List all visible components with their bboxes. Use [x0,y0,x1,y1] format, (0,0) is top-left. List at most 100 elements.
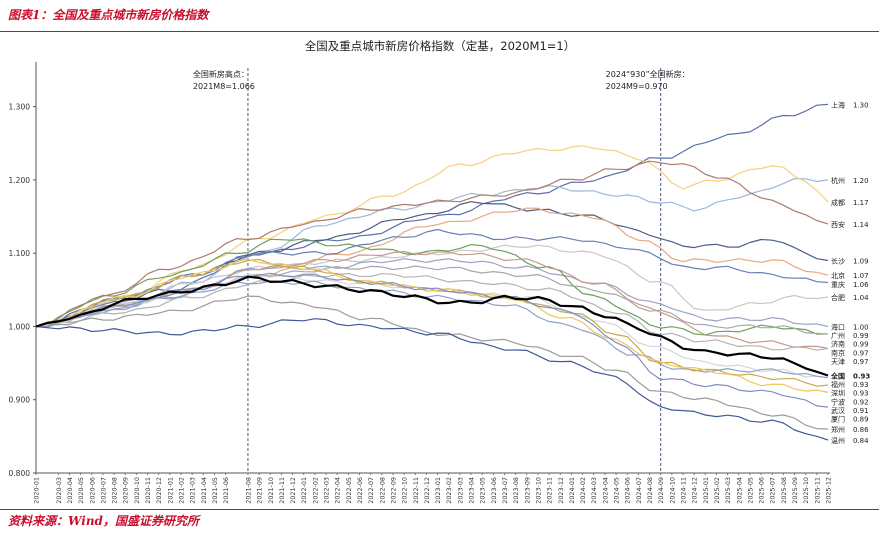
reference-lines: 全国新房高点： 2021M8=1.066 2024“930”全国新房： 2024M9=… [193,68,690,473]
reference-value: 2021M8=1.066 [193,82,255,91]
end-label-value: 0.84 [853,437,869,445]
end-label-value: 0.93 [853,390,869,398]
end-label-city: 深圳 [831,389,845,398]
end-label-value: 0.92 [853,398,869,406]
x-tick-label: 2022-08 [378,477,386,504]
end-label-city: 南京 [831,348,845,357]
end-label-city: 武汉 [831,406,845,415]
x-tick-label: 2022-09 [389,477,397,504]
x-tick-label: 2025-06 [758,477,766,504]
x-tick-label: 2023-12 [557,477,565,504]
x-tick-label: 2021-06 [222,477,230,504]
end-label-value: 1.20 [853,177,869,185]
x-tick-label: 2022-01 [300,477,308,504]
x-tick-label: 2020-04 [66,477,74,504]
x-tick-label: 2023-01 [434,477,442,504]
x-tick-label: 2023-08 [512,477,520,504]
x-tick-label: 2020-01 [33,477,41,504]
x-tick-label: 2020-08 [111,477,119,504]
x-tick-label: 2022-05 [345,477,353,504]
top-rule [0,31,879,32]
x-tick-label: 2024-06 [624,477,632,504]
end-label-city: 济南 [831,340,845,349]
x-tick-label: 2020-07 [99,477,107,504]
series-line-北京 [35,207,829,328]
end-label-city: 成都 [831,198,845,207]
x-tick-label: 2024-12 [691,477,699,504]
series-line-成都 [35,145,829,328]
price-index-chart: 全国及重点城市新房价格指数（定基，2020M1=1） 0.800 0.900 1.0… [9,39,871,504]
x-tick-label: 2023-03 [456,477,464,504]
end-label-city: 天津 [831,358,845,366]
reference-value: 2024M9=0.970 [606,82,668,91]
x-tick-label: 2021-02 [178,477,186,504]
y-tick-label: 0.800 [9,469,31,478]
end-label-value: 1.00 [853,323,869,331]
series-line-重庆 [35,228,829,328]
end-label-city: 西安 [831,220,845,229]
y-tick-label: 1.100 [9,249,31,258]
x-tick-label: 2025-02 [713,477,721,504]
x-tick-label: 2021-04 [200,477,208,504]
end-label-value: 0.97 [853,358,869,366]
x-tick-label: 2021-09 [256,477,264,504]
end-label-value: 0.86 [853,426,869,434]
x-tick-label: 2025-03 [724,477,732,504]
x-tick-label: 2020-03 [55,477,63,504]
x-tick-label: 2022-03 [323,477,331,504]
x-tick-label: 2024-02 [579,477,587,504]
x-tick-label: 2024-04 [601,477,609,504]
x-tick-label: 2023-05 [479,477,487,504]
reference-label: 2024“930”全国新房： [606,69,690,79]
x-tick-label: 2025-11 [813,477,821,504]
end-label-value: 1.17 [853,199,869,207]
end-label-value: 0.89 [853,416,869,424]
x-tick-label: 2024-11 [679,477,687,504]
x-tick-label: 2024-03 [590,477,598,504]
x-tick-label: 2025-10 [802,477,810,504]
x-tick-label: 2023-02 [445,477,453,504]
x-tick-label: 2024-10 [668,477,676,504]
chart-title: 全国及重点城市新房价格指数（定基，2020M1=1） [305,39,575,53]
x-tick-label: 2020-12 [155,477,163,504]
end-label-city: 上海 [831,100,845,109]
x-tick-label: 2022-04 [334,477,342,504]
x-tick-label: 2021-11 [278,477,286,504]
end-label-city: 北京 [831,271,845,280]
series-line-西安 [35,160,829,328]
series-line-天津 [35,273,829,351]
series-line-温州 [35,318,829,441]
end-label-value: 1.14 [853,221,869,229]
x-tick-label: 2023-04 [468,477,476,504]
x-tick-label: 2022-02 [311,477,319,504]
end-label-city: 广州 [831,331,845,340]
x-tick-label: 2024-05 [613,477,621,504]
end-label-city: 杭州 [831,176,845,185]
x-tick-label: 2022-10 [401,477,409,504]
x-tick-label: 2025-04 [735,477,743,504]
end-labels: 上海 1.30 杭州 1.20 成都 1.17 西安 1.14 长沙 1.09 北京 1.07 重庆 1.… [830,100,870,445]
x-tick-label: 2025-12 [825,477,833,504]
series-line-上海 [35,103,829,328]
series-line-武汉 [35,258,829,393]
end-label-city: 合肥 [831,293,845,302]
x-tick-label: 2023-06 [490,477,498,504]
end-label-value: 0.99 [853,341,869,349]
end-label-value: 0.91 [853,407,869,415]
end-label-value: 1.09 [853,258,869,266]
x-tick-label: 2024-08 [646,477,654,504]
bottom-rule [0,509,879,510]
reference-label: 全国新房高点： [193,69,249,79]
end-label-city: 全国 [830,372,845,381]
source-note: 资料来源：Wind，国盛证券研究所 [8,514,199,528]
x-tick-label: 2023-07 [501,477,509,504]
series-line-广州 [35,238,829,336]
x-tick-label: 2025-08 [780,477,788,504]
end-label-city: 温州 [831,436,845,445]
x-tick-label: 2020-05 [77,477,85,504]
x-tick-label: 2021-12 [289,477,297,504]
x-tick-label: 2024-09 [657,477,665,504]
series-line-全国 [35,275,829,377]
x-tick-label: 2022-07 [367,477,375,504]
y-tick-label: 1.000 [9,322,31,331]
